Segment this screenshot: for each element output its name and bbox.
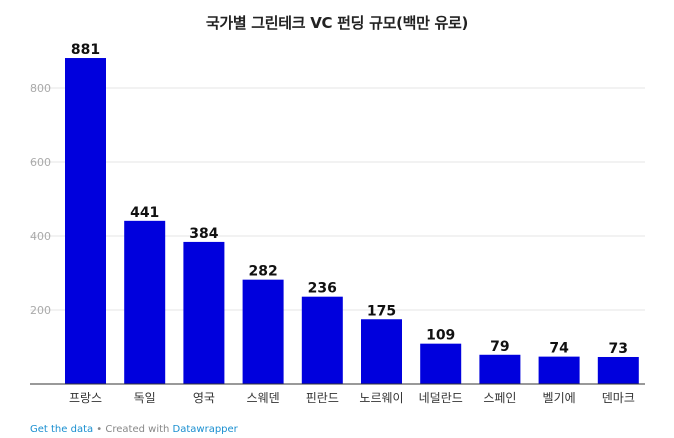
x-tick-label: 스웨덴 bbox=[247, 391, 280, 405]
bar[interactable] bbox=[124, 220, 166, 384]
x-tick-label: 프랑스 bbox=[69, 391, 102, 405]
bar[interactable] bbox=[183, 241, 225, 384]
y-tick-label: 600 bbox=[30, 156, 51, 169]
data-label: 73 bbox=[609, 341, 628, 357]
data-label: 384 bbox=[189, 226, 218, 242]
bar[interactable] bbox=[479, 354, 521, 384]
data-label: 881 bbox=[71, 42, 100, 58]
x-tick-label: 스페인 bbox=[483, 391, 516, 405]
bar[interactable] bbox=[301, 296, 343, 384]
bar[interactable] bbox=[65, 58, 106, 384]
y-tick-label: 400 bbox=[30, 230, 51, 243]
chart-title: 국가별 그린테크 VC 펀딩 규모(백만 유로) bbox=[205, 14, 469, 32]
data-label: 109 bbox=[426, 328, 455, 344]
x-tick-label: 영국 bbox=[193, 391, 215, 405]
data-label: 236 bbox=[308, 281, 337, 297]
x-tick-label: 네덜란드 bbox=[419, 391, 463, 405]
get-the-data-link[interactable]: Get the data bbox=[30, 424, 94, 435]
x-tick-label: 덴마크 bbox=[602, 391, 635, 405]
datawrapper-link[interactable]: Datawrapper bbox=[172, 424, 238, 435]
x-tick-label: 핀란드 bbox=[306, 391, 339, 405]
footer: Get the data • Created with Datawrapper bbox=[30, 424, 238, 435]
data-label: 441 bbox=[130, 205, 159, 221]
data-label: 175 bbox=[367, 303, 396, 319]
data-label: 282 bbox=[248, 264, 277, 280]
bar[interactable] bbox=[242, 279, 284, 384]
x-tick-label: 독일 bbox=[134, 391, 156, 405]
x-tick-label: 벨기에 bbox=[543, 391, 576, 405]
y-tick-label: 200 bbox=[30, 304, 51, 317]
data-label: 74 bbox=[549, 341, 569, 357]
bar[interactable] bbox=[538, 356, 580, 384]
footer-credit-text: • Created with bbox=[93, 424, 173, 435]
bar[interactable] bbox=[597, 356, 639, 384]
y-tick-label: 800 bbox=[30, 82, 51, 95]
x-tick-label: 노르웨이 bbox=[359, 391, 403, 405]
bar[interactable] bbox=[361, 319, 402, 384]
data-label: 79 bbox=[490, 339, 509, 355]
bar[interactable] bbox=[420, 343, 462, 384]
